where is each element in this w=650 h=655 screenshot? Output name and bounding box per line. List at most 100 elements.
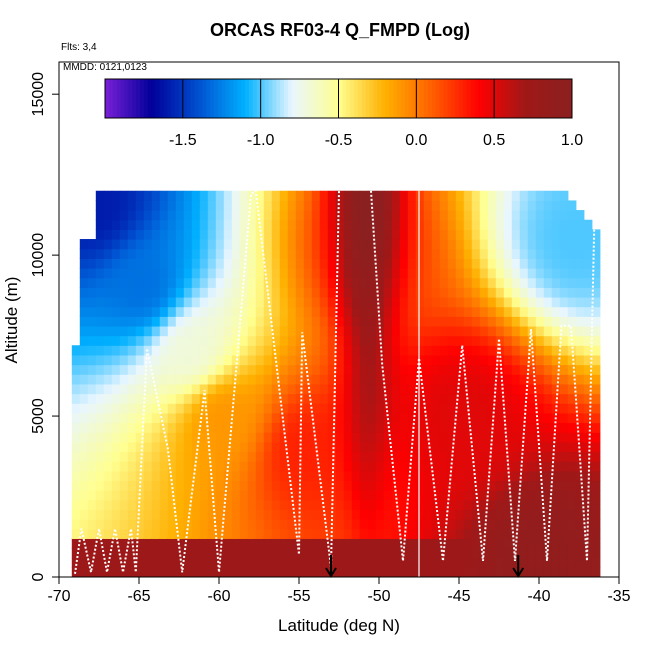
heatmap-cell <box>295 306 305 317</box>
heatmap-cell <box>591 451 601 462</box>
heatmap-cell <box>207 210 217 221</box>
heatmap-cell <box>399 451 409 462</box>
heatmap-cell <box>247 219 257 230</box>
colorbar-swatch <box>256 79 262 118</box>
heatmap-cell <box>287 432 297 443</box>
heatmap-cell <box>415 210 425 221</box>
heatmap-cell <box>311 239 321 250</box>
heatmap-cell <box>79 268 89 279</box>
heatmap-cell <box>231 219 241 230</box>
heatmap-cell <box>239 557 249 568</box>
heatmap-cell <box>359 432 369 443</box>
heatmap-cell <box>367 393 377 404</box>
heatmap-cell <box>319 557 329 568</box>
heatmap-cell <box>127 509 137 520</box>
heatmap-cell <box>199 325 209 337</box>
heatmap-cell <box>135 354 145 366</box>
heatmap-cell <box>455 258 465 269</box>
heatmap-cell <box>375 499 385 511</box>
heatmap-cell <box>215 509 225 520</box>
heatmap-cell <box>359 190 369 202</box>
heatmap-cell <box>263 470 273 482</box>
heatmap-cell <box>447 499 457 511</box>
heatmap-cell <box>231 557 241 568</box>
y-axis-label: Altitude (m) <box>2 277 21 364</box>
heatmap-cell <box>151 306 161 317</box>
heatmap-cell <box>151 528 161 539</box>
heatmap-cell <box>263 190 273 202</box>
heatmap-cell <box>103 548 113 559</box>
colorbar-swatch <box>108 79 114 118</box>
heatmap-cell <box>87 287 97 298</box>
heatmap-cell <box>423 364 433 375</box>
heatmap-cell <box>487 325 497 337</box>
heatmap-cell <box>543 335 553 346</box>
heatmap-cell <box>87 325 97 337</box>
heatmap-cell <box>399 509 409 520</box>
heatmap-cell <box>463 528 473 539</box>
heatmap-cell <box>287 354 297 366</box>
heatmap-cell <box>503 480 513 491</box>
heatmap-cell <box>503 509 513 520</box>
heatmap-cell <box>319 480 329 491</box>
heatmap-cell <box>207 538 217 549</box>
heatmap-cell <box>271 219 281 230</box>
heatmap-cell <box>575 354 585 366</box>
heatmap-cell <box>167 480 177 491</box>
heatmap-cell <box>487 548 497 559</box>
heatmap-cell <box>255 567 265 577</box>
heatmap-cell <box>351 461 361 472</box>
heatmap-cell <box>479 190 489 202</box>
heatmap-cell <box>135 296 145 308</box>
heatmap-cell <box>455 277 465 288</box>
heatmap-cell <box>119 383 129 395</box>
heatmap-cell <box>503 306 513 317</box>
heatmap-cell <box>231 509 241 520</box>
heatmap-cell <box>407 277 417 288</box>
heatmap-cell <box>431 239 441 250</box>
heatmap-cell <box>263 325 273 337</box>
heatmap-cell <box>223 219 233 230</box>
heatmap-cell <box>87 480 97 491</box>
heatmap-cell <box>519 383 529 395</box>
heatmap-cell <box>471 200 481 211</box>
heatmap-cell <box>343 316 353 327</box>
x-axis: -70 -65 -60 -55 -50 -45 -40 -35 <box>47 577 631 605</box>
heatmap-cell <box>479 248 489 259</box>
colorbar-tick-label: -0.5 <box>325 132 353 149</box>
heatmap-cell <box>135 451 145 462</box>
heatmap-cell <box>423 248 433 259</box>
heatmap-cell <box>439 248 449 259</box>
heatmap-cell <box>95 557 105 568</box>
heatmap-cell <box>439 528 449 539</box>
heatmap-cell <box>527 277 537 288</box>
heatmap-cell <box>95 239 105 250</box>
heatmap-cell <box>391 296 401 308</box>
colorbar-swatch <box>369 79 375 118</box>
heatmap-cell <box>199 374 209 385</box>
heatmap-cell <box>431 345 441 356</box>
heatmap-cell <box>575 461 585 472</box>
heatmap-cell <box>495 422 505 433</box>
heatmap-cell <box>159 306 169 317</box>
heatmap-cell <box>535 567 545 577</box>
heatmap-cell <box>111 567 121 577</box>
heatmap-cell <box>287 470 297 482</box>
heatmap-cell <box>503 258 513 269</box>
heatmap-cell <box>183 509 193 520</box>
heatmap-cell <box>159 519 169 530</box>
heatmap-cell <box>151 248 161 259</box>
heatmap-cell <box>495 412 505 424</box>
heatmap-cell <box>551 451 561 462</box>
heatmap-cell <box>551 461 561 472</box>
heatmap-cell <box>79 567 89 577</box>
heatmap-cell <box>463 490 473 501</box>
heatmap-cell <box>335 190 345 202</box>
heatmap-cell <box>247 277 257 288</box>
heatmap-cell <box>295 374 305 385</box>
heatmap-cell <box>495 325 505 337</box>
heatmap-cell <box>343 432 353 443</box>
heatmap-cell <box>375 509 385 520</box>
heatmap-cell <box>247 393 257 404</box>
heatmap-cell <box>175 548 185 559</box>
